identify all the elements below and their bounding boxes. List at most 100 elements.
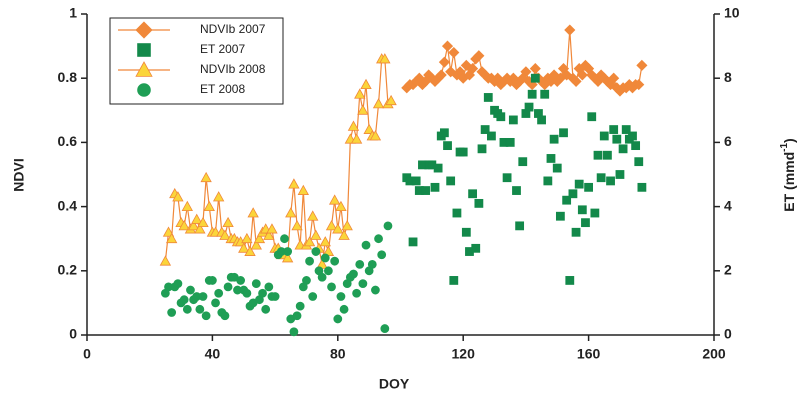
square-marker <box>487 131 496 141</box>
triangle-marker <box>250 239 262 250</box>
triangle-marker <box>372 98 385 109</box>
x-tick-label: 40 <box>205 346 221 362</box>
circle-marker <box>320 253 330 263</box>
triangle-marker <box>341 220 353 231</box>
square-marker <box>527 89 537 99</box>
x-tick-label: 160 <box>577 346 601 362</box>
circle-marker <box>339 304 349 314</box>
square-marker <box>568 189 578 199</box>
triangle-marker <box>319 236 331 247</box>
triangle-marker <box>203 200 215 212</box>
triangle-marker <box>219 229 231 240</box>
x-tick-label: 80 <box>330 346 346 362</box>
square-marker <box>537 115 546 125</box>
triangle-marker <box>165 232 178 244</box>
circle-marker <box>201 311 211 321</box>
square-marker <box>474 198 484 208</box>
y-axis-label: NDVI <box>11 158 27 191</box>
diamond-marker <box>448 46 460 59</box>
square-marker <box>599 131 609 141</box>
square-marker <box>477 144 487 154</box>
triangle-marker <box>253 232 266 244</box>
y-tick-label: 0 <box>69 326 77 342</box>
diamond-marker <box>529 63 541 75</box>
square-marker <box>606 176 615 186</box>
triangle-marker <box>191 213 203 224</box>
triangle-marker <box>379 53 391 64</box>
triangle-marker <box>159 255 172 266</box>
square-marker <box>555 211 565 221</box>
circle-marker <box>258 288 267 298</box>
circle-marker <box>323 266 333 276</box>
triangle-marker <box>135 61 153 77</box>
diamond-marker <box>467 63 479 75</box>
diamond-marker <box>576 69 588 81</box>
square-marker <box>515 221 525 231</box>
circle-marker <box>251 279 261 289</box>
circle-marker <box>327 282 336 292</box>
square-marker <box>559 128 568 138</box>
circle-marker <box>295 301 305 311</box>
triangle-marker <box>172 191 184 202</box>
square-marker <box>609 125 619 134</box>
circle-marker <box>367 259 377 269</box>
square-marker <box>443 141 452 151</box>
square-marker <box>612 134 622 144</box>
triangle-marker <box>241 232 253 244</box>
square-marker <box>483 93 493 102</box>
circle-marker <box>207 276 217 285</box>
triangle-marker <box>369 130 382 141</box>
triangle-marker <box>350 133 363 144</box>
square-marker <box>621 125 631 134</box>
square-marker <box>593 150 603 160</box>
square-marker <box>628 131 637 141</box>
square-marker <box>508 115 518 125</box>
circle-marker <box>167 308 177 317</box>
triangle-marker <box>281 252 294 263</box>
x-tick-label: 120 <box>452 346 476 362</box>
square-marker <box>433 163 443 173</box>
circle-marker <box>383 221 393 231</box>
circle-marker <box>280 234 289 244</box>
y-tick-label: 1 <box>69 5 77 21</box>
square-marker <box>584 182 593 192</box>
triangle-marker <box>212 191 225 202</box>
square-marker <box>524 102 534 112</box>
y2-tick-label: 0 <box>724 326 732 342</box>
square-marker <box>421 186 430 195</box>
square-marker <box>552 163 562 173</box>
legend-label: NDVIb 2008 <box>200 62 266 76</box>
square-marker <box>471 243 481 253</box>
square-marker <box>449 276 459 285</box>
circle-marker <box>220 311 230 321</box>
triangle-marker <box>325 220 338 231</box>
triangle-marker <box>360 78 372 90</box>
circle-marker <box>198 292 208 301</box>
circle-marker <box>317 272 327 282</box>
square-marker <box>571 227 581 237</box>
square-marker <box>565 276 575 285</box>
legend-label: ET 2008 <box>200 82 245 96</box>
x-tick-label: 200 <box>702 346 726 362</box>
square-marker <box>518 157 528 167</box>
circle-marker <box>186 285 195 295</box>
square-marker <box>502 173 512 183</box>
circle-marker <box>289 327 299 337</box>
square-marker <box>468 189 478 199</box>
circle-marker <box>361 240 371 250</box>
diamond-marker <box>438 56 450 68</box>
y2-tick-label: 2 <box>724 262 732 278</box>
square-marker <box>439 128 449 138</box>
x-tick-label: 0 <box>83 346 91 362</box>
triangle-marker <box>354 88 366 99</box>
triangle-marker <box>266 223 278 234</box>
square-marker <box>549 134 559 144</box>
square-marker <box>480 125 490 134</box>
triangle-marker <box>328 194 341 205</box>
circle-marker <box>374 234 383 244</box>
diamond-marker <box>520 66 532 78</box>
square-marker <box>408 237 418 247</box>
square-marker <box>512 186 521 195</box>
circle-marker <box>173 279 183 289</box>
circle-marker <box>355 259 365 269</box>
